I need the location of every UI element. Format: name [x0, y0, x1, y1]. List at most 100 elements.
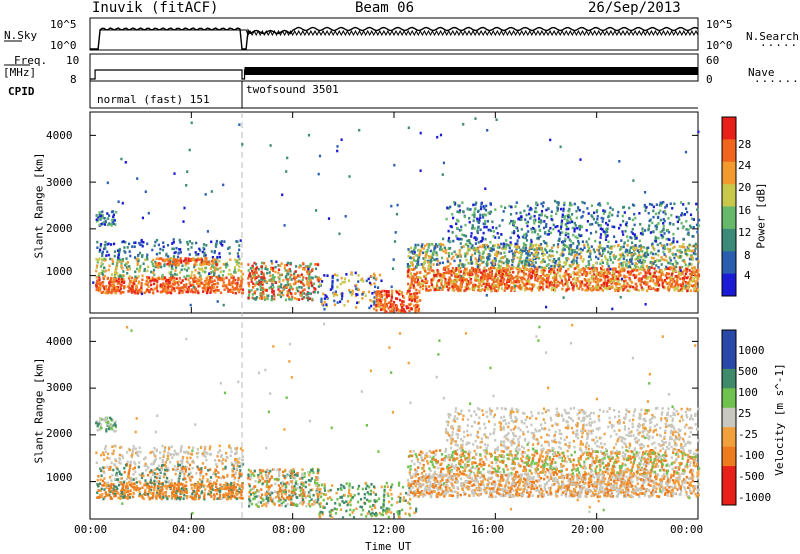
- scatter-cell: [474, 257, 477, 260]
- scatter-cell: [424, 274, 427, 278]
- scatter-cell: [191, 271, 194, 274]
- scatter-cell: [95, 269, 98, 273]
- scatter-cell: [190, 288, 193, 291]
- scatter-cell: [317, 172, 320, 176]
- scatter-cell: [568, 250, 571, 253]
- scatter-cell: [621, 230, 624, 233]
- scatter-cell: [563, 283, 566, 287]
- scatter-cell: [323, 307, 326, 311]
- scatter-cell: [548, 266, 551, 270]
- scatter-cell: [466, 271, 469, 275]
- scatter-cell: [473, 285, 477, 289]
- scatter-cell: [468, 217, 471, 220]
- scatter-cell: [469, 278, 473, 281]
- scatter-cell: [214, 291, 217, 294]
- scatter-cell: [251, 264, 254, 268]
- scatter-cell: [633, 268, 636, 271]
- scatter-cell: [280, 283, 283, 286]
- scatter-cell: [689, 224, 692, 228]
- scatter-cell: [684, 248, 687, 252]
- scatter-cell: [696, 277, 700, 280]
- scatter-cell: [103, 217, 106, 220]
- scatter-cell: [534, 278, 537, 282]
- scatter-cell: [348, 288, 351, 292]
- scatter-cell: [141, 274, 144, 278]
- scatter-cell: [484, 208, 488, 212]
- scatter-cell: [102, 484, 105, 487]
- scatter-cell: [277, 285, 280, 289]
- scatter-cell: [402, 310, 405, 313]
- scatter-cell: [491, 248, 494, 251]
- scatter-cell: [481, 244, 484, 247]
- scatter-cell: [623, 211, 626, 214]
- scatter-cell: [455, 287, 458, 291]
- scatter-cell: [227, 290, 230, 293]
- scatter-cell: [517, 236, 521, 239]
- scatter-cell: [655, 280, 658, 283]
- scatter-cell: [538, 281, 541, 284]
- scatter-cell: [268, 278, 271, 282]
- scatter-cell: [667, 282, 670, 286]
- scatter-cell: [476, 219, 479, 223]
- scatter-cell: [509, 241, 512, 244]
- scatter-cell: [414, 294, 417, 297]
- scatter-cell: [194, 259, 197, 263]
- scatter-cell: [454, 275, 457, 278]
- scatter-cell: [646, 289, 649, 293]
- scatter-cell: [583, 272, 586, 275]
- scatter-cell: [270, 298, 273, 302]
- scatter-cell: [604, 286, 607, 290]
- scatter-cell: [566, 285, 569, 288]
- scatter-cell: [169, 272, 172, 276]
- scatter-cell: [271, 288, 274, 291]
- scatter-cell: [463, 215, 466, 219]
- scatter-cell: [261, 281, 264, 284]
- scatter-cell: [191, 283, 194, 287]
- scatter-cell: [659, 259, 662, 262]
- scatter-cell: [300, 294, 303, 297]
- scatter-cell: [587, 249, 590, 253]
- scatter-cell: [255, 297, 258, 300]
- scatter-cell: [634, 244, 637, 247]
- scatter-cell: [435, 251, 438, 254]
- scatter-cell: [680, 213, 683, 217]
- scatter-cell: [177, 263, 181, 267]
- scatter-cell: [441, 288, 444, 291]
- scatter-cell: [241, 291, 244, 295]
- scatter-cell: [115, 211, 118, 214]
- scatter-cell: [141, 255, 144, 258]
- scatter-cell: [261, 283, 264, 286]
- scatter-cell: [545, 223, 548, 226]
- scatter-cell: [524, 246, 528, 250]
- scatter-cell: [479, 288, 482, 292]
- scatter-cell: [470, 255, 473, 259]
- scatter-cell: [568, 247, 571, 250]
- scatter-cell: [233, 268, 237, 271]
- scatter-cell: [462, 245, 465, 248]
- scatter-cell: [435, 257, 438, 261]
- power-colorbar-cell: [722, 161, 736, 185]
- scatter-cell: [320, 297, 323, 301]
- scatter-cell: [210, 240, 213, 244]
- scatter-cell: [165, 258, 168, 262]
- scatter-cell: [150, 270, 153, 274]
- scatter-cell: [291, 295, 294, 299]
- scatter-cell: [187, 278, 190, 281]
- scatter-cell: [545, 242, 548, 245]
- scatter-cell: [576, 279, 579, 283]
- scatter-cell: [315, 209, 318, 212]
- scatter-cell: [535, 201, 538, 205]
- scatter-cell: [285, 285, 288, 289]
- scatter-cell: [103, 220, 106, 224]
- scatter-cell: [622, 245, 625, 249]
- scatter-cell: [454, 283, 457, 286]
- scatter-cell: [116, 282, 119, 286]
- scatter-cell: [432, 276, 435, 280]
- scatter-cell: [642, 261, 645, 264]
- scatter-cell: [495, 272, 498, 276]
- scatter-cell: [456, 237, 459, 240]
- scatter-cell: [573, 249, 576, 252]
- scatter-cell: [597, 280, 600, 283]
- scatter-cell: [253, 297, 256, 300]
- scatter-cell: [414, 259, 417, 263]
